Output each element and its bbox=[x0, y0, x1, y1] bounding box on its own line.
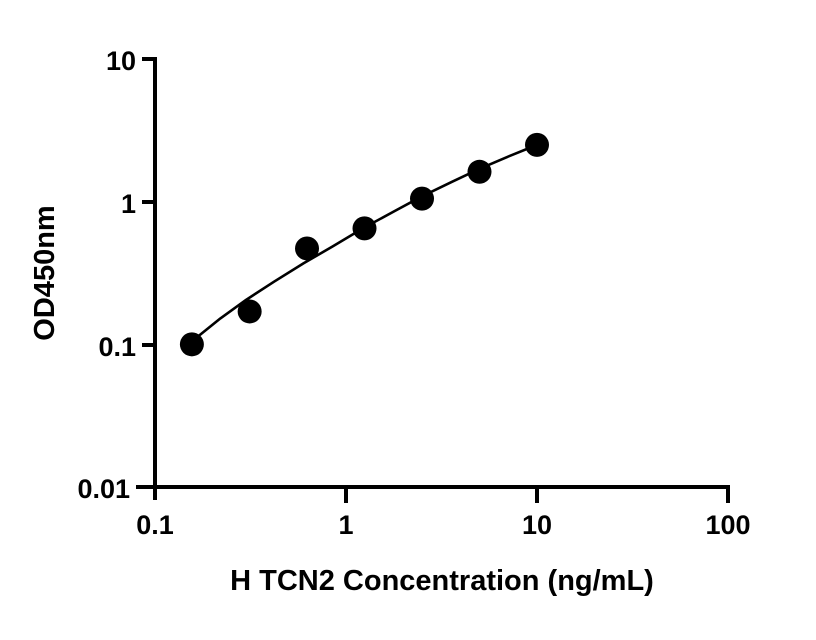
data-point bbox=[410, 186, 435, 211]
x-axis-title: H TCN2 Concentration (ng/mL) bbox=[230, 565, 654, 597]
data-point bbox=[179, 332, 204, 357]
data-points-group bbox=[179, 132, 549, 357]
y-tick-label-0point1: 0.1 bbox=[98, 332, 136, 362]
data-point bbox=[467, 159, 492, 184]
data-point bbox=[352, 216, 377, 241]
data-point bbox=[237, 299, 262, 324]
y-tick-label-0point01: 0.01 bbox=[77, 474, 130, 504]
x-tick-label-100: 100 bbox=[705, 510, 750, 540]
x-axis-ticks bbox=[153, 474, 730, 503]
x-tick-label-10: 10 bbox=[522, 510, 552, 540]
y-tick-label-1: 1 bbox=[121, 189, 136, 219]
x-tick-label-0point1: 0.1 bbox=[136, 510, 174, 540]
y-axis-title: OD450nm bbox=[29, 205, 61, 340]
y-tick-label-10: 10 bbox=[106, 46, 136, 76]
x-tick-label-1: 1 bbox=[338, 510, 353, 540]
data-point bbox=[525, 132, 549, 157]
data-point bbox=[295, 236, 320, 261]
